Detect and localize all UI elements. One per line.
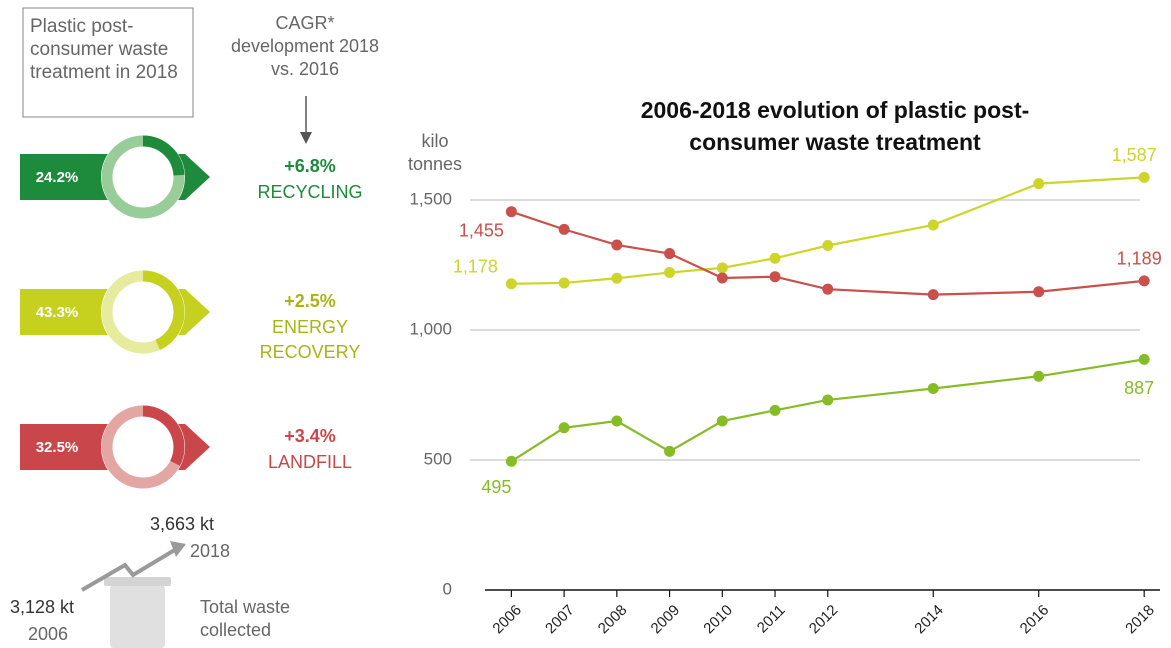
x-tick-label: 2011 [754, 602, 789, 637]
header-box [22, 7, 194, 118]
share-label: 43.3% [36, 304, 79, 321]
point [1033, 286, 1045, 298]
y-tick-label: 1,000 [409, 319, 452, 338]
x-tick-label: 2010 [700, 602, 736, 638]
y-tick-label: 1,500 [409, 189, 452, 208]
point [558, 422, 570, 434]
x-tick-label: 2009 [648, 602, 684, 638]
value-label: 1,178 [453, 256, 498, 276]
share-label: 32.5% [36, 439, 79, 456]
cagr-label: +3.4% [284, 426, 336, 446]
point [611, 239, 623, 251]
x-tick-label: 2014 [911, 602, 947, 638]
y-tick-label: 500 [424, 449, 452, 468]
point [822, 240, 834, 251]
y-tick-label: 0 [443, 579, 452, 598]
value-label: 495 [481, 477, 511, 497]
share-arc [142, 405, 185, 466]
total-start-label: 3,128 kt [10, 597, 75, 617]
x-tick-label: 2012 [806, 602, 842, 638]
point [769, 271, 781, 283]
share-arc [142, 270, 185, 350]
series-line [511, 210, 1145, 296]
point [769, 404, 781, 416]
point [822, 394, 834, 406]
total-label: Total waste collected [200, 597, 291, 640]
value-label: 1,587 [1112, 145, 1157, 165]
point [927, 383, 939, 394]
total-end-label: 3,663 kt [150, 514, 215, 534]
y-axis-label: kilo tonnes [407, 131, 463, 174]
point [611, 272, 623, 284]
series-name: ENERGY RECOVERY [259, 317, 361, 362]
value-label: 1,189 [1117, 249, 1162, 269]
arrow-head [300, 132, 312, 144]
total-icon [80, 541, 186, 648]
total-end-year: 2018 [190, 541, 231, 561]
value-label: 1,455 [459, 220, 504, 240]
point [1138, 353, 1150, 365]
point [558, 277, 570, 289]
point [1033, 370, 1045, 382]
header: Plastic post-consumer waste treatment in… [30, 16, 178, 83]
point [611, 415, 623, 427]
cagr-label: +2.5% [284, 291, 336, 311]
ring-bg [101, 270, 185, 354]
growth-arrow [80, 546, 180, 592]
point [716, 262, 728, 274]
cagr-label: +6.8% [284, 156, 336, 176]
point [505, 206, 517, 218]
point [716, 272, 728, 284]
point [927, 219, 939, 231]
series-line [511, 176, 1145, 285]
chart-title: 2006-2018 evolution of plastic post-cons… [640, 97, 1030, 155]
point [664, 267, 676, 279]
point [664, 248, 676, 260]
growth-arrow-head [170, 541, 186, 557]
point [927, 289, 939, 301]
point [1138, 171, 1150, 183]
point [716, 415, 728, 427]
x-tick-label: 2006 [489, 602, 525, 638]
series-line [510, 358, 1145, 463]
series-name: RECYCLING [257, 182, 363, 202]
x-tick-label: 2016 [1017, 602, 1053, 638]
point [664, 445, 676, 457]
ring-bg [101, 405, 185, 489]
bin-lid [104, 577, 171, 586]
point [1138, 275, 1150, 287]
point [769, 252, 781, 264]
bin [110, 585, 165, 648]
cagr-header: CAGR* development 2018 vs. 2016 [230, 13, 380, 79]
point [505, 278, 517, 290]
ring-bg [101, 135, 185, 219]
series-name: LANDFILL [267, 452, 353, 472]
share-label: 24.2% [36, 169, 79, 186]
x-tick-label: 2007 [542, 602, 578, 638]
x-tick-label: 2008 [595, 602, 631, 638]
total-start-year: 2006 [28, 624, 69, 644]
value-label: 887 [1124, 378, 1154, 398]
point [822, 283, 834, 295]
share-arc [142, 135, 185, 176]
point [1033, 178, 1045, 190]
x-tick-label: 2018 [1122, 602, 1158, 638]
point [505, 455, 517, 467]
point [558, 223, 570, 235]
